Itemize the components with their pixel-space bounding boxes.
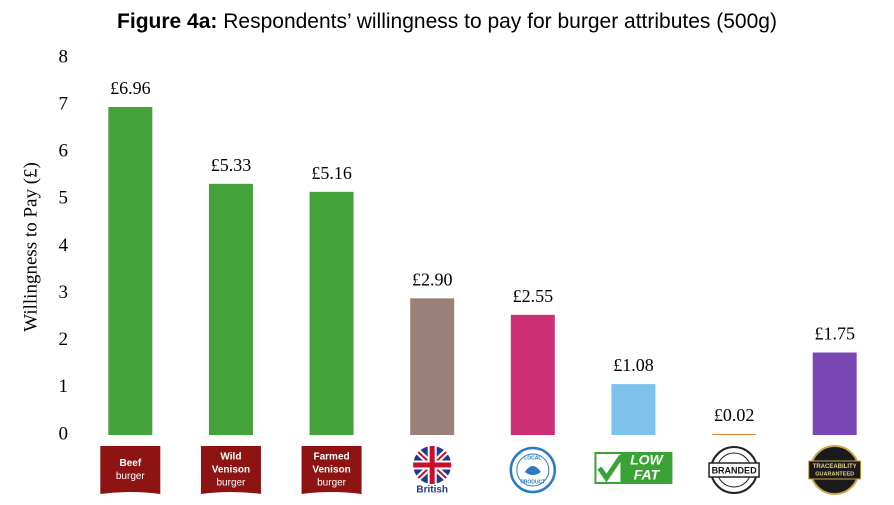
icon-shape	[413, 446, 452, 484]
bar	[611, 384, 656, 435]
y-tick-label: 6	[59, 141, 69, 162]
x-tick-label: British	[416, 485, 448, 496]
icon-shape	[200, 446, 261, 494]
category-icon: British	[413, 446, 452, 496]
bar	[510, 314, 555, 435]
y-axis-label: Willingness to Pay (£)	[20, 162, 41, 332]
x-tick-label: Venison	[212, 465, 250, 476]
y-tick-label: 8	[59, 46, 69, 67]
y-tick-label: 1	[59, 376, 69, 397]
x-tick-label: burger	[317, 478, 347, 489]
chart-title: Figure 4a: Respondents’ willingness to p…	[117, 10, 777, 33]
y-tick-label: 7	[59, 93, 69, 114]
x-tick-label: burger	[216, 478, 246, 489]
x-tick-label: LOW	[630, 452, 664, 468]
icon-shape	[100, 446, 161, 494]
category-icon: Farmed Venison burger	[301, 446, 362, 494]
y-tick-label: 0	[59, 423, 69, 444]
x-tick-label: burger	[116, 471, 146, 482]
x-tick-label: GUARANTEED	[815, 471, 854, 477]
icon-shape	[708, 462, 760, 478]
x-tick-label: Wild	[220, 452, 241, 463]
category-icon: BRANDED	[708, 446, 760, 494]
y-tick-label: 5	[59, 188, 69, 209]
x-tick-label: BRANDED	[712, 465, 758, 475]
x-tick-label: PRODUCT	[520, 479, 545, 485]
data-label: £1.08	[613, 355, 654, 375]
y-tick-label: 4	[59, 235, 69, 256]
x-tick-label: FAT	[634, 467, 661, 483]
category-icon: LOCAL PRODUCT	[509, 446, 557, 494]
x-tick-label: Farmed	[314, 452, 350, 463]
data-label: £1.75	[814, 324, 855, 344]
data-label: £5.16	[311, 163, 352, 183]
category-icon: Beef burger	[100, 446, 161, 494]
icon-shape	[301, 446, 362, 494]
bar	[108, 107, 153, 435]
x-tick-label: LOCAL	[524, 455, 541, 461]
icon-shape	[524, 466, 541, 475]
x-tick-label: Beef	[119, 458, 141, 469]
bar	[712, 434, 757, 435]
icon-shape	[808, 460, 862, 480]
x-tick-label: TRACEABILITY	[813, 464, 857, 470]
title-label: Figure 4a:	[117, 10, 217, 33]
bar	[410, 298, 455, 435]
data-label: £0.02	[714, 405, 755, 425]
bar	[812, 352, 857, 435]
bar	[208, 183, 253, 435]
category-icon: Wild Venison burger	[200, 446, 261, 494]
icon-shape	[597, 454, 624, 483]
icon-shape	[516, 453, 550, 487]
y-tick-label: 3	[59, 282, 69, 303]
data-label: £2.90	[412, 269, 453, 289]
title-text: Respondents’ willingness to pay for burg…	[223, 10, 777, 33]
y-tick-label: 2	[59, 329, 69, 350]
x-tick-label: Venison	[312, 465, 350, 476]
data-label: £2.55	[513, 286, 554, 306]
bar	[309, 191, 354, 435]
data-label: £6.96	[110, 78, 151, 98]
data-label: £5.33	[211, 155, 252, 175]
